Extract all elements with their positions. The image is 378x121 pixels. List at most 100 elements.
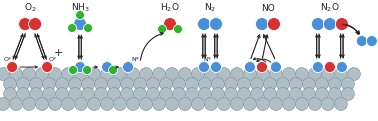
Circle shape: [166, 98, 178, 110]
Circle shape: [270, 62, 282, 72]
Circle shape: [211, 78, 225, 91]
Circle shape: [341, 87, 355, 101]
Circle shape: [209, 18, 223, 31]
Circle shape: [192, 98, 204, 110]
Circle shape: [312, 62, 324, 72]
Circle shape: [251, 87, 263, 101]
Circle shape: [68, 87, 82, 101]
Circle shape: [328, 87, 341, 101]
Circle shape: [282, 98, 296, 110]
Circle shape: [296, 68, 308, 81]
Circle shape: [198, 78, 211, 91]
Circle shape: [217, 98, 231, 110]
Circle shape: [84, 24, 93, 33]
Circle shape: [74, 18, 87, 31]
Circle shape: [198, 87, 211, 101]
Circle shape: [68, 66, 77, 75]
Circle shape: [225, 78, 237, 91]
Circle shape: [0, 68, 9, 81]
Circle shape: [237, 87, 251, 101]
Circle shape: [68, 24, 77, 33]
Circle shape: [356, 36, 367, 47]
Circle shape: [9, 68, 23, 81]
Circle shape: [211, 87, 225, 101]
Circle shape: [101, 68, 113, 81]
Circle shape: [335, 98, 347, 110]
Circle shape: [108, 87, 121, 101]
Circle shape: [56, 87, 68, 101]
Circle shape: [42, 62, 53, 72]
Circle shape: [290, 78, 302, 91]
Circle shape: [101, 98, 113, 110]
Circle shape: [68, 78, 82, 91]
Circle shape: [147, 87, 160, 101]
Text: NH$_3$: NH$_3$: [71, 2, 90, 14]
Circle shape: [311, 18, 324, 31]
Circle shape: [324, 62, 335, 72]
Circle shape: [113, 98, 127, 110]
Circle shape: [94, 78, 108, 91]
Text: N*: N*: [203, 57, 211, 62]
Circle shape: [276, 87, 290, 101]
Circle shape: [17, 87, 29, 101]
Circle shape: [315, 87, 328, 101]
Circle shape: [160, 78, 172, 91]
Circle shape: [29, 78, 43, 91]
Circle shape: [211, 62, 222, 72]
Circle shape: [36, 68, 49, 81]
Circle shape: [270, 98, 282, 110]
Circle shape: [321, 68, 335, 81]
Circle shape: [121, 78, 133, 91]
Circle shape: [29, 18, 42, 31]
Text: NO: NO: [261, 4, 275, 13]
Circle shape: [102, 62, 113, 72]
Text: O$_2$: O$_2$: [24, 2, 36, 14]
Text: H$_2$O: H$_2$O: [160, 2, 180, 14]
Circle shape: [225, 87, 237, 101]
Circle shape: [324, 18, 336, 31]
Circle shape: [268, 18, 280, 31]
Circle shape: [366, 36, 377, 47]
Circle shape: [186, 87, 198, 101]
Circle shape: [192, 68, 204, 81]
Circle shape: [108, 78, 121, 91]
Circle shape: [302, 78, 315, 91]
Circle shape: [49, 68, 62, 81]
Circle shape: [127, 98, 139, 110]
Circle shape: [43, 87, 56, 101]
Circle shape: [204, 68, 217, 81]
Circle shape: [217, 68, 231, 81]
Circle shape: [270, 68, 282, 81]
Circle shape: [82, 78, 94, 91]
Circle shape: [7, 62, 18, 72]
Circle shape: [263, 87, 276, 101]
Circle shape: [139, 98, 153, 110]
Circle shape: [56, 78, 68, 91]
Circle shape: [245, 62, 256, 72]
Circle shape: [76, 11, 85, 20]
Circle shape: [308, 98, 321, 110]
Circle shape: [198, 62, 209, 72]
Circle shape: [133, 87, 147, 101]
Circle shape: [108, 66, 118, 75]
Circle shape: [17, 78, 29, 91]
Circle shape: [328, 78, 341, 91]
Circle shape: [133, 78, 147, 91]
Circle shape: [347, 68, 360, 81]
Circle shape: [186, 78, 198, 91]
Circle shape: [158, 25, 167, 34]
Circle shape: [336, 62, 347, 72]
Circle shape: [308, 68, 321, 81]
Circle shape: [263, 78, 276, 91]
Circle shape: [282, 68, 296, 81]
Circle shape: [36, 98, 49, 110]
Circle shape: [178, 68, 192, 81]
Circle shape: [4, 78, 17, 91]
Circle shape: [4, 87, 17, 101]
Circle shape: [94, 87, 108, 101]
Circle shape: [29, 87, 43, 101]
Circle shape: [121, 87, 133, 101]
Circle shape: [153, 68, 166, 81]
Circle shape: [153, 98, 166, 110]
Circle shape: [256, 18, 268, 31]
